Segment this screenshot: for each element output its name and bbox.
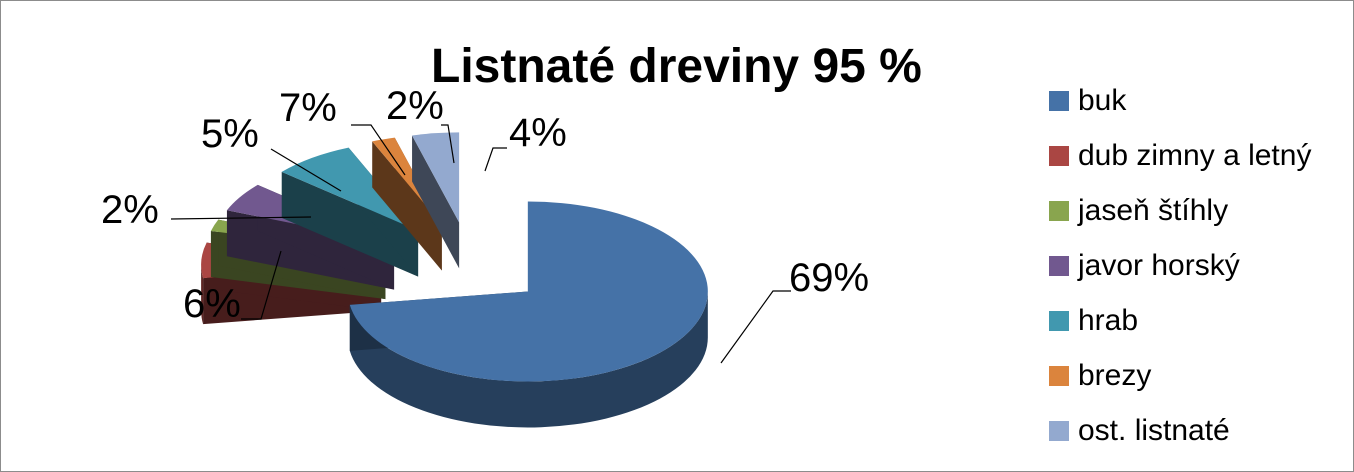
legend-swatch <box>1049 421 1069 441</box>
legend-item-javor-horsky: javor horský <box>1049 246 1240 286</box>
legend-item-ost-listnate: ost. listnaté <box>1049 411 1230 451</box>
pie-slice-top <box>412 132 460 223</box>
legend-swatch <box>1049 91 1069 111</box>
leader-line-ost-listnate <box>484 147 507 172</box>
legend-label: dub zimny a letný <box>1078 139 1312 172</box>
legend-label: buk <box>1078 84 1127 117</box>
legend-item-buk: buk <box>1049 81 1126 121</box>
pie-slice-wall <box>412 135 460 269</box>
legend-swatch <box>1049 201 1069 221</box>
legend-label: hrab <box>1078 304 1139 337</box>
pie-slice-top <box>281 147 419 231</box>
legend-item-jasen-stihly: jaseň štíhly <box>1049 191 1228 231</box>
data-label-ost-listnate: 4% <box>509 111 567 155</box>
legend-label: ost. listnaté <box>1078 414 1230 447</box>
legend-label: javor horský <box>1078 249 1240 282</box>
legend-item-dub-zimny-a-letny: dub zimny a letný <box>1049 136 1311 176</box>
pie-chart: 69% 6% 2% 5% 7% 2% 4% <box>101 84 869 428</box>
data-label-buk: 69% <box>789 256 869 300</box>
legend-label: jaseň štíhly <box>1078 194 1229 227</box>
leader-line-dub-zimny-a-letny <box>241 250 282 320</box>
legend-swatch <box>1049 256 1069 276</box>
legend-swatch <box>1049 311 1069 331</box>
data-label-javor-horsky: 5% <box>201 112 259 156</box>
pie-slice-top <box>349 201 708 382</box>
data-label-dub-zimny-a-letny: 6% <box>183 282 241 326</box>
legend-item-hrab: hrab <box>1049 301 1138 341</box>
chart-title: Listnaté dreviny 95 % <box>431 40 922 93</box>
legend-item-brezy: brezy <box>1049 356 1151 396</box>
pie-slice-buk <box>349 201 708 428</box>
legend-label: brezy <box>1078 359 1152 392</box>
leader-line-jasen-stihly <box>170 216 312 220</box>
pie-slice-wall <box>281 171 419 277</box>
data-label-jasen-stihly: 2% <box>101 188 159 232</box>
data-label-hrab: 7% <box>279 86 337 130</box>
data-label-brezy: 2% <box>386 84 444 128</box>
legend-swatch <box>1049 366 1069 386</box>
leader-line-javor-horsky <box>270 148 342 192</box>
leader-line-buk <box>720 290 791 364</box>
pie-slice-ost-listnate <box>412 132 460 269</box>
leader-line-hrab <box>351 124 406 176</box>
pie-slice-hrab <box>281 147 419 277</box>
leader-line-brezy <box>441 124 455 164</box>
pie-slice-side <box>201 264 204 325</box>
legend-swatch <box>1049 146 1069 166</box>
pie-slice-side <box>349 291 708 428</box>
